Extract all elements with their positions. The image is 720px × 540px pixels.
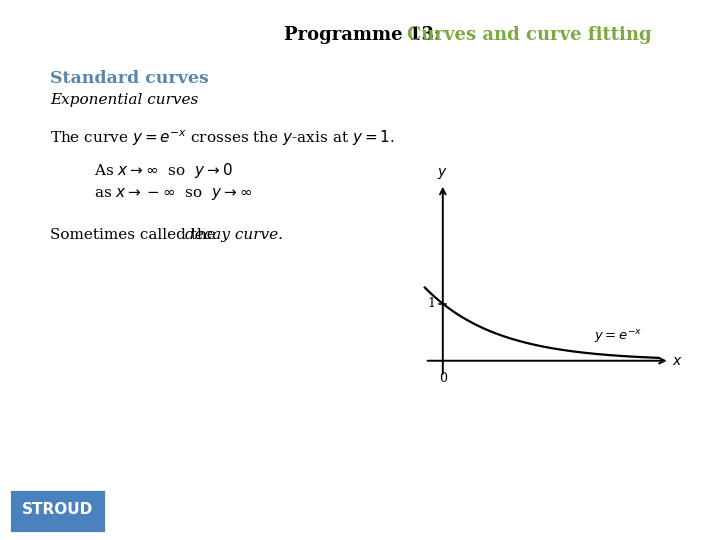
Text: $y = e^{-x}$: $y = e^{-x}$ <box>594 328 642 345</box>
Text: The curve $y = e^{-x}$ crosses the $y$-axis at $y = 1$.: The curve $y = e^{-x}$ crosses the $y$-a… <box>50 128 395 147</box>
Text: 1: 1 <box>428 297 436 310</box>
Text: Exponential curves: Exponential curves <box>50 93 199 107</box>
Text: Worked examples and exercises are in the text: Worked examples and exercises are in the… <box>139 501 581 519</box>
Text: decay curve.: decay curve. <box>185 228 283 242</box>
Text: Curves and curve fitting: Curves and curve fitting <box>407 26 652 44</box>
Text: Programme 13:: Programme 13: <box>284 26 454 44</box>
Text: Sometimes called the: Sometimes called the <box>50 228 221 242</box>
Text: Standard curves: Standard curves <box>50 70 209 87</box>
Text: $y$: $y$ <box>438 166 448 181</box>
FancyBboxPatch shape <box>9 489 106 534</box>
Text: as $x \rightarrow -\infty$  so  $y \rightarrow \infty$: as $x \rightarrow -\infty$ so $y \righta… <box>94 186 252 202</box>
Text: As $x \rightarrow \infty$  so  $y \rightarrow 0$: As $x \rightarrow \infty$ so $y \rightar… <box>94 160 233 180</box>
Text: $x$: $x$ <box>672 354 683 368</box>
Text: 0: 0 <box>438 372 447 385</box>
Text: STROUD: STROUD <box>22 502 93 517</box>
Text: $*$: $*$ <box>673 496 688 524</box>
